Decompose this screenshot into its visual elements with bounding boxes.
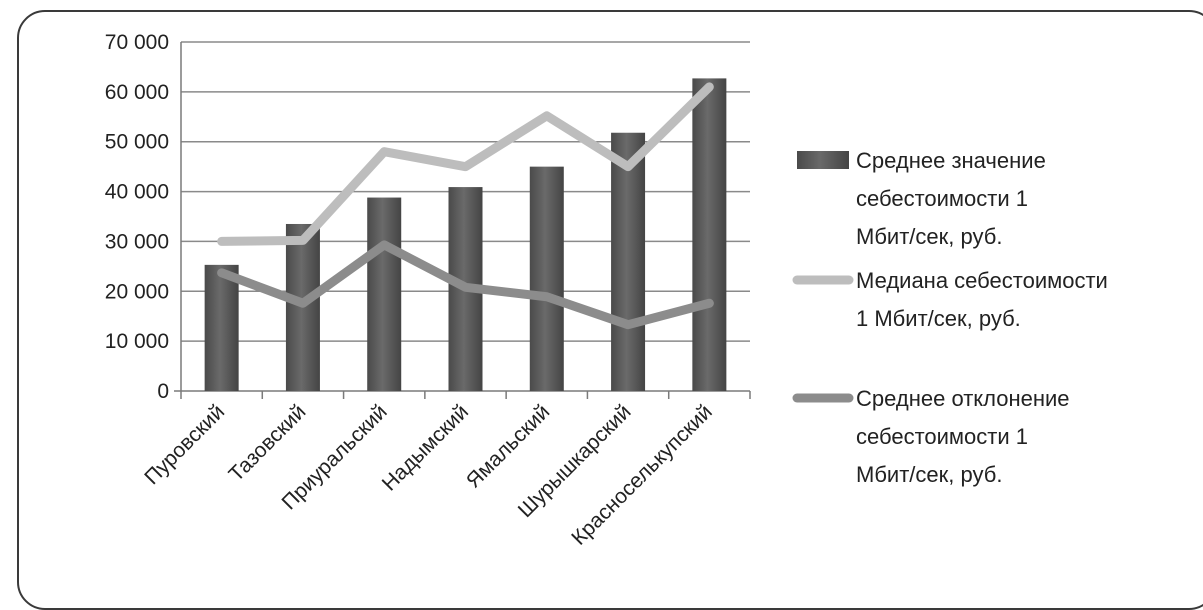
line-series — [217, 82, 714, 330]
legend-entry: Медиана себестоимости 1 Мбит/сек, руб. — [792, 268, 1108, 331]
legend-label: Среднее значение — [856, 148, 1046, 173]
legend-label: Мбит/сек, руб. — [856, 462, 1002, 487]
legend-entry: Среднее отклонение себестоимости 1 Мбит/се… — [792, 386, 1070, 487]
bar — [204, 264, 239, 391]
bar — [367, 197, 402, 391]
x-tick-label: Пуровский — [140, 400, 229, 489]
line-point — [463, 285, 468, 290]
chart: 0 10 000 20 000 30 000 40 000 50 000 60 000 70 … — [105, 31, 1108, 550]
x-tick-label: Тазовский — [225, 400, 311, 486]
y-tick-label: 30 000 — [105, 230, 169, 253]
legend-label: Медиана себестоимости — [856, 268, 1108, 293]
line-point — [382, 149, 387, 154]
line-point — [219, 239, 224, 244]
bar — [611, 132, 646, 392]
y-tick-label: 40 000 — [105, 181, 169, 204]
y-tick-labels: 0 10 000 20 000 30 000 40 000 50 000 60 000 70 … — [105, 31, 169, 403]
legend-label: Мбит/сек, руб. — [856, 224, 1002, 249]
legend-swatch — [797, 151, 849, 169]
y-tick-label: 0 — [157, 380, 169, 403]
y-tick-label: 70 000 — [105, 31, 169, 54]
x-tick-label: Надымский — [378, 400, 473, 495]
bar-series — [204, 78, 727, 392]
line-point — [544, 294, 549, 299]
x-tick-label: Красноселькупский — [567, 400, 717, 550]
line-point — [544, 113, 549, 118]
line-point — [382, 242, 387, 247]
line-point — [626, 322, 631, 327]
legend-label: себестоимости 1 — [856, 186, 1028, 211]
y-tick-label: 10 000 — [105, 330, 169, 353]
line-point — [300, 238, 305, 243]
legend: Среднее значение себестоимости 1 Мбит/сек,… — [792, 148, 1108, 487]
y-tick-label: 20 000 — [105, 280, 169, 303]
y-tick-label: 60 000 — [105, 81, 169, 104]
line-point — [707, 301, 712, 306]
x-tick-labels: ПуровскийТазовскийПриуральскийНадымскийЯ… — [140, 400, 717, 550]
line-point — [626, 164, 631, 169]
legend-label: Среднее отклонение — [856, 386, 1070, 411]
line-point — [463, 164, 468, 169]
line-point — [707, 84, 712, 89]
legend-label: 1 Мбит/сек, руб. — [856, 306, 1021, 331]
y-tick-label: 50 000 — [105, 131, 169, 154]
bar — [692, 78, 727, 391]
legend-label: себестоимости 1 — [856, 424, 1028, 449]
bar — [529, 166, 564, 391]
line-point — [300, 301, 305, 306]
line-point — [219, 270, 224, 275]
legend-entry: Среднее значение себестоимости 1 Мбит/сек,… — [797, 148, 1046, 249]
